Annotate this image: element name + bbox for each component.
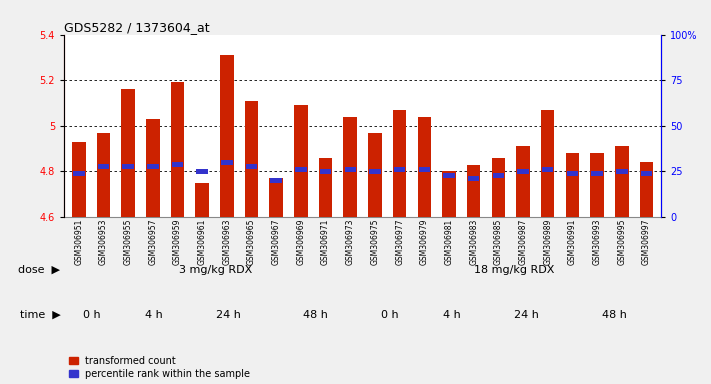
Bar [394, 167, 405, 172]
Bar [493, 174, 504, 179]
Bar [73, 171, 85, 176]
Bar [294, 105, 308, 217]
Text: 0 h: 0 h [82, 310, 100, 320]
Bar [641, 171, 652, 176]
Bar [171, 83, 184, 217]
Bar [542, 167, 553, 172]
Bar [565, 153, 579, 217]
Bar [147, 164, 159, 169]
Bar [146, 119, 160, 217]
Bar [97, 164, 109, 169]
Bar [468, 176, 479, 181]
Bar [516, 146, 530, 217]
Bar [491, 158, 505, 217]
Text: 0 h: 0 h [381, 310, 399, 320]
Text: 4 h: 4 h [145, 310, 162, 320]
Bar [343, 117, 357, 217]
Bar [368, 132, 382, 217]
Bar [72, 142, 85, 217]
Bar [640, 162, 653, 217]
Bar [295, 167, 306, 172]
Bar [592, 171, 603, 176]
Bar [615, 146, 629, 217]
Text: 24 h: 24 h [515, 310, 539, 320]
Bar [122, 89, 135, 217]
Bar [319, 158, 332, 217]
Bar [590, 153, 604, 217]
Bar [122, 164, 134, 169]
Bar [220, 55, 234, 217]
Text: 4 h: 4 h [444, 310, 461, 320]
Bar [221, 160, 232, 165]
Text: 18 mg/kg RDX: 18 mg/kg RDX [474, 265, 555, 275]
Bar [269, 178, 283, 217]
Text: dose  ▶: dose ▶ [18, 265, 60, 275]
Bar [518, 169, 529, 174]
Text: 24 h: 24 h [216, 310, 240, 320]
Bar [320, 169, 331, 174]
Bar [270, 178, 282, 183]
Bar [443, 174, 455, 179]
Text: GDS5282 / 1373604_at: GDS5282 / 1373604_at [64, 21, 210, 34]
Bar [567, 171, 578, 176]
Text: 3 mg/kg RDX: 3 mg/kg RDX [179, 265, 252, 275]
Bar [345, 167, 356, 172]
Bar [419, 167, 430, 172]
Bar [417, 117, 431, 217]
Bar [172, 162, 183, 167]
Bar [442, 171, 456, 217]
Bar [196, 183, 209, 217]
Text: 48 h: 48 h [602, 310, 626, 320]
Bar [369, 169, 380, 174]
Bar [393, 110, 407, 217]
Bar [97, 132, 110, 217]
Bar [467, 164, 481, 217]
Bar [245, 101, 258, 217]
Bar [196, 169, 208, 174]
Legend: transformed count, percentile rank within the sample: transformed count, percentile rank withi… [69, 356, 250, 379]
Bar [541, 110, 555, 217]
Bar [616, 169, 628, 174]
Bar [246, 164, 257, 169]
Text: time  ▶: time ▶ [20, 310, 60, 320]
Text: 48 h: 48 h [303, 310, 328, 320]
